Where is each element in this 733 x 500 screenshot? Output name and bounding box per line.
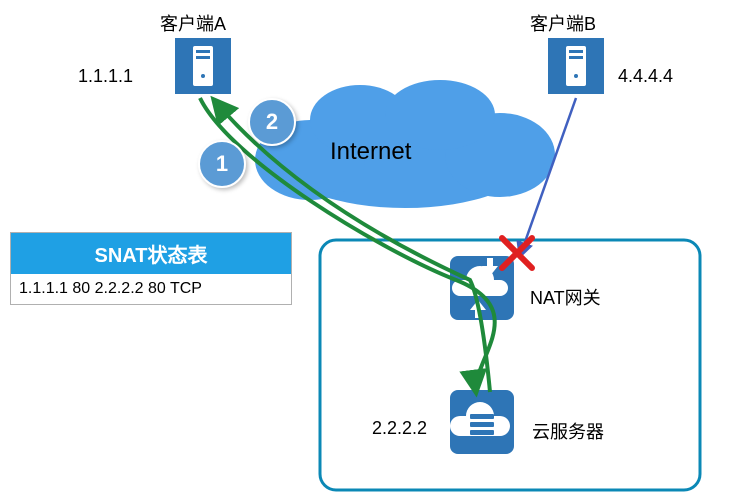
client-b-icon — [548, 38, 604, 94]
step-2-badge: 2 — [248, 98, 296, 146]
client-a-icon — [175, 38, 231, 94]
server-name-label: 云服务器 — [532, 418, 604, 444]
reject-x-icon — [502, 238, 532, 268]
snat-table-row: 1.1.1.1 80 2.2.2.2 80 TCP — [11, 274, 291, 304]
snat-table: SNAT状态表 1.1.1.1 80 2.2.2.2 80 TCP — [10, 232, 292, 305]
edge-b-to-nat — [520, 98, 576, 256]
server-ip-label: 2.2.2.2 — [372, 418, 427, 439]
client-b-ip-label: 4.4.4.4 — [618, 66, 673, 87]
internet-label: Internet — [330, 138, 411, 166]
nat-gateway-icon — [450, 256, 514, 320]
cloud-server-icon — [450, 390, 514, 454]
client-b-top-label: 客户端B — [530, 10, 596, 36]
snat-table-header: SNAT状态表 — [11, 233, 291, 274]
step-1-badge: 1 — [198, 140, 246, 188]
vpc-box — [320, 240, 700, 490]
nat-label: NAT网关 — [530, 284, 601, 310]
client-a-ip-label: 1.1.1.1 — [78, 66, 133, 87]
client-a-top-label: 客户端A — [160, 10, 226, 36]
